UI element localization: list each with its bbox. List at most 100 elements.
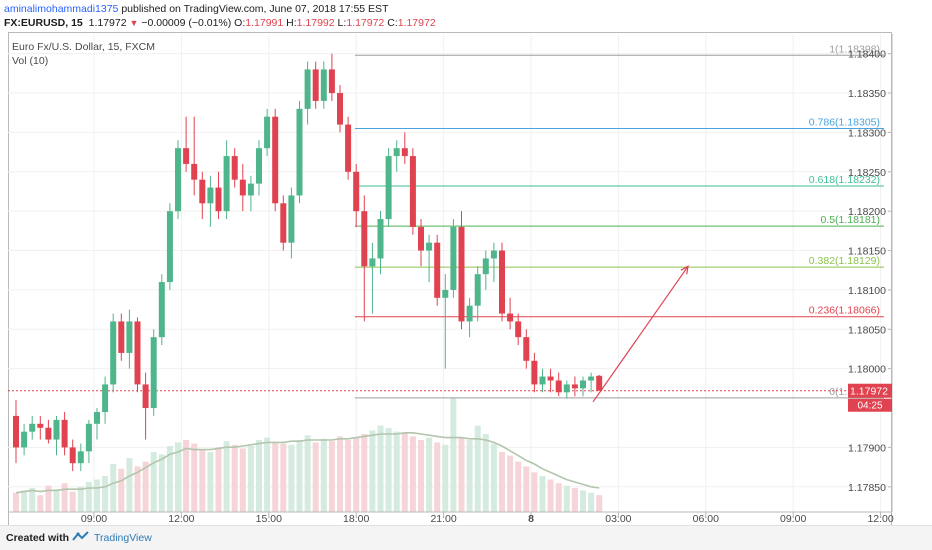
candle-body: [547, 376, 554, 381]
fibonacci-retracement[interactable]: 1(1.18398) 0.786(1.18305) 0.618(1.18232) 0.…: [355, 43, 884, 399]
candle-body: [102, 384, 109, 412]
candle-body: [409, 156, 416, 227]
volume-bar: [515, 461, 522, 512]
fib-level-label: 0.236(1.18066): [809, 305, 880, 317]
tradingview-logo-icon: [72, 531, 89, 541]
candle-body: [490, 250, 497, 259]
volume-bar: [418, 440, 424, 512]
price-axis[interactable]: 1.18400 1.18350 1.18300 1.18250 1.18200 1.181…: [848, 34, 893, 512]
volume-bar: [580, 490, 586, 512]
candle-body: [175, 148, 181, 212]
volume-bar: [369, 430, 376, 512]
price-tick-label: 1.18150: [848, 246, 886, 258]
volume-bar: [215, 447, 222, 512]
candle-body: [418, 226, 424, 251]
candles: [13, 53, 603, 472]
candle-body: [199, 179, 206, 204]
candle-body: [256, 148, 262, 184]
candle-body: [466, 305, 473, 322]
volume-bar: [61, 483, 68, 512]
candle-body: [499, 250, 505, 314]
volume-bar: [126, 458, 133, 512]
price-tick-label: 1.18100: [848, 285, 886, 297]
volume-bar: [134, 466, 141, 512]
candle-body: [77, 451, 84, 464]
candle-body: [29, 423, 36, 432]
volume-bar: [53, 489, 60, 512]
volume-bar: [571, 488, 578, 512]
volume-bar: [531, 472, 538, 512]
volume-bar: [377, 425, 384, 512]
candle-body: [539, 376, 546, 385]
volume-bar: [523, 466, 530, 512]
time-tick-label: 06:00: [693, 513, 719, 525]
price-tick-label: 1.18250: [848, 167, 886, 179]
candle-body: [385, 156, 392, 220]
candle-body: [555, 380, 562, 393]
candle-body: [507, 313, 514, 322]
arrow-line: [592, 265, 689, 403]
volume-bar: [223, 441, 230, 512]
projection-arrow[interactable]: [592, 265, 689, 403]
candle-body: [296, 108, 303, 196]
volume-bar: [280, 443, 287, 512]
volume-bar: [563, 485, 570, 512]
time-axis[interactable]: 09:00 12:00 15:00 18:00 21:00 8 03:00 06:00 09:0…: [8, 511, 894, 525]
legend-indicator: Vol (10): [12, 55, 49, 67]
candle-body: [474, 274, 481, 306]
high-value: 1.17992: [296, 17, 335, 29]
candle-body: [126, 321, 133, 353]
candle-body: [272, 116, 279, 204]
price-tick-label: 1.18350: [848, 88, 886, 100]
volume-bar: [29, 488, 36, 512]
volume-bar: [288, 444, 295, 512]
volume-bar: [328, 441, 335, 512]
volume-bar: [150, 452, 157, 512]
time-tick-label: 8: [528, 513, 534, 525]
volume-bar: [69, 491, 76, 512]
low-label: L:: [337, 17, 347, 29]
price-tick-label: 1.17900: [848, 442, 886, 454]
price-change: −0.00009 (−0.01%): [141, 17, 232, 29]
price-tick-label: 1.18050: [848, 324, 886, 336]
volume-bar: [596, 495, 603, 512]
footer-bar: Created with TradingView: [0, 525, 932, 550]
candle-body: [207, 187, 214, 204]
down-arrow-icon: ▼: [129, 18, 139, 28]
open-value: 1.17991: [245, 17, 284, 29]
fib-level-label: 0.786(1.18305): [809, 116, 880, 128]
open-label: O:: [234, 17, 246, 29]
time-tick-label: 18:00: [343, 513, 369, 525]
volume-bar: [539, 476, 546, 512]
volume-bar: [142, 461, 149, 512]
candle-body: [328, 69, 335, 94]
time-tick-label: 09:00: [780, 513, 806, 525]
candle-body: [345, 124, 352, 172]
author-link[interactable]: aminalimohammadi1375: [4, 3, 119, 15]
price-tick-label: 1.18000: [848, 364, 886, 376]
volume-ma-line: [15, 432, 600, 494]
candle-body: [37, 423, 44, 428]
volume-bar: [312, 442, 319, 512]
arrow-head: [680, 265, 689, 275]
volume-bar: [296, 440, 303, 512]
candle-body: [320, 69, 327, 101]
volume-bars: [13, 398, 603, 512]
created-with-label: Created with: [6, 532, 70, 544]
volume-bar: [458, 437, 465, 512]
close-value: 1.17972: [397, 17, 436, 29]
last-price: 1.17972: [88, 17, 127, 29]
volume-bar: [118, 468, 125, 512]
volume-bar: [361, 434, 368, 512]
volume-bar: [183, 440, 190, 512]
price-tick-label: 1.18400: [848, 49, 886, 61]
candle-body: [353, 171, 360, 212]
candle-body: [183, 148, 190, 164]
candle-body: [142, 384, 149, 409]
volume-bar: [450, 398, 457, 512]
tradingview-brand-link[interactable]: TradingView: [94, 532, 152, 544]
price-tick-label: 1.18200: [848, 206, 886, 218]
volume-bar: [588, 492, 595, 512]
fib-level-label: 0.382(1.18129): [809, 255, 880, 267]
